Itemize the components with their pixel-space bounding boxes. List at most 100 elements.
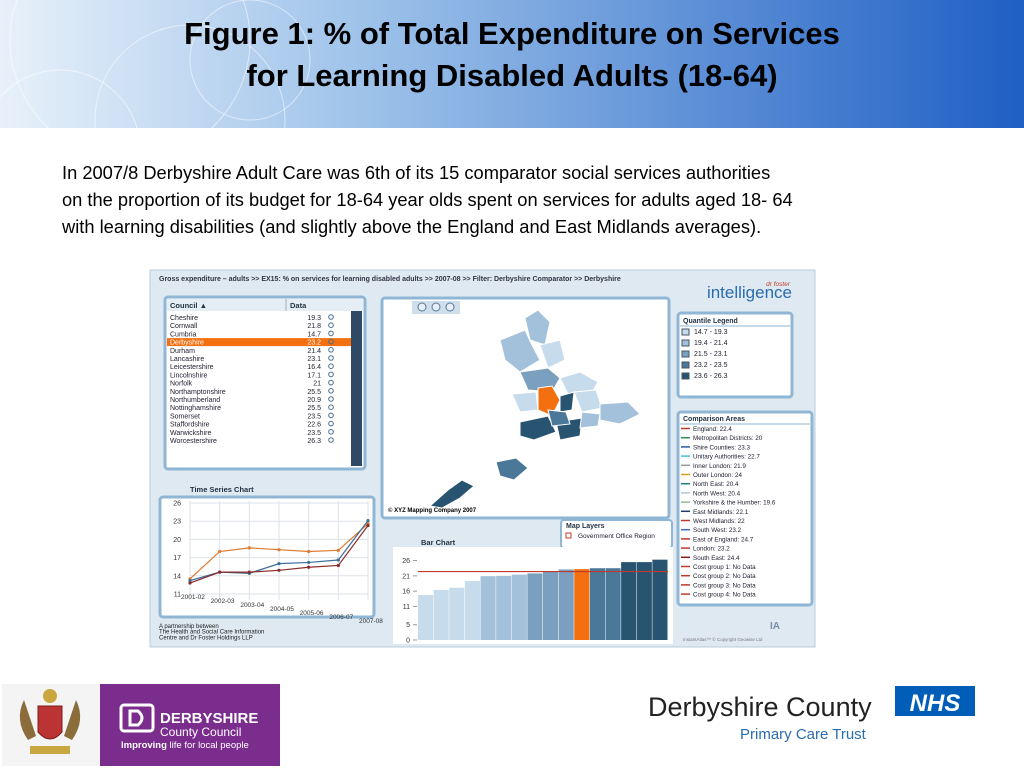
- x-tick-label: 2007-08: [359, 618, 383, 625]
- comparison-label: Yorkshire & the Humber: 19.6: [693, 500, 776, 507]
- x-tick-label: 2006-07: [329, 614, 353, 621]
- comparison-label: Shire Counties: 23.3: [693, 444, 751, 451]
- council-value: 23.2: [307, 340, 321, 347]
- y-tick-label: 23: [173, 519, 181, 526]
- magnifier[interactable]: [328, 371, 334, 378]
- magnifier[interactable]: [328, 412, 334, 419]
- paragraph-line: In 2007/8 Derbyshire Adult Care was 6th …: [62, 162, 770, 183]
- series-point: [277, 562, 281, 566]
- comparison-label: Inner London: 21.9: [693, 463, 746, 470]
- council-value: 26.3: [307, 438, 321, 445]
- comparison-label: South West: 23.2: [693, 527, 742, 534]
- bar: [543, 570, 559, 640]
- magnifier[interactable]: [328, 404, 334, 411]
- magnifier[interactable]: [328, 379, 334, 386]
- comparison-label: East of England: 24.7: [693, 536, 754, 543]
- selected-row: [167, 338, 351, 347]
- magnifier[interactable]: [328, 429, 334, 435]
- bar: [574, 569, 590, 640]
- map-zoom[interactable]: [412, 301, 460, 314]
- series-point: [307, 560, 311, 565]
- x-tick-label: 2004-05: [270, 606, 294, 613]
- council-name: Lancashire: [170, 356, 204, 363]
- y-tick-label: 14: [173, 573, 181, 580]
- comparison-label: Cost group 2: No Data: [693, 573, 756, 580]
- legend-label: 14.7 - 19.3: [694, 329, 728, 336]
- magnifier[interactable]: [328, 355, 334, 361]
- legend-swatch: [681, 328, 690, 336]
- legend-swatch: [681, 361, 690, 369]
- council-value: 16.4: [307, 364, 321, 371]
- y-tick-label: 20: [173, 537, 181, 544]
- council-value: 17.1: [307, 372, 321, 379]
- layer-icon: [565, 532, 572, 539]
- partnership-line: Centre and Dr Foster Holdings LLP: [159, 635, 253, 641]
- legend-label: 23.2 - 23.5: [694, 362, 728, 369]
- comparison-label: Outer London: 24: [693, 472, 743, 479]
- pct-name: Derbyshire County: [648, 692, 872, 722]
- bar: [449, 587, 465, 640]
- title-line: Figure 1: % of Total Expenditure on Serv…: [184, 16, 840, 51]
- series-point: [218, 570, 222, 574]
- chart-title: Time Series Chart: [190, 485, 254, 494]
- series-point: [218, 549, 222, 554]
- council-value: 23.5: [307, 413, 321, 420]
- y-tick-label: 26: [173, 501, 181, 508]
- paragraph-line: with learning disabilities (and slightly…: [61, 216, 761, 237]
- column-header: Data: [290, 301, 307, 310]
- title-line: for Learning Disabled Adults (18-64): [246, 58, 777, 93]
- magnifier[interactable]: [328, 314, 334, 320]
- time-series-panel: [158, 495, 376, 619]
- comparison-label: West Midlands: 22: [693, 518, 745, 525]
- bar: [558, 569, 574, 640]
- council-name: Nottinghamshire: [170, 405, 221, 412]
- council-value: 25.5: [307, 389, 321, 396]
- paragraph-line: on the proportion of its budget for 18-6…: [62, 189, 793, 210]
- comparison-label: England: 22.4: [693, 426, 732, 433]
- series-point: [307, 565, 311, 569]
- bar: [418, 595, 434, 640]
- council-value: 20.9: [307, 397, 321, 404]
- magnifier[interactable]: [328, 338, 334, 345]
- magnifier[interactable]: [328, 437, 334, 443]
- comparison-label: Unitary Authorities: 22.7: [693, 454, 760, 461]
- council-name: Northumberland: [170, 397, 220, 404]
- magnifier[interactable]: [328, 420, 334, 427]
- magnifier[interactable]: [328, 396, 334, 402]
- crest: [19, 689, 81, 754]
- magnifier[interactable]: [328, 347, 334, 353]
- series-point: [336, 563, 340, 568]
- council-value: 14.7: [307, 331, 321, 338]
- legend-title: Quantile Legend: [683, 318, 738, 325]
- slogan-bold: Improving: [121, 740, 167, 751]
- comparison-title: Comparison Areas: [683, 416, 745, 423]
- magnifier[interactable]: [328, 330, 334, 337]
- series-point: [366, 519, 370, 523]
- magnifier[interactable]: [328, 363, 334, 370]
- series-point: [188, 581, 192, 585]
- scrollbar[interactable]: [351, 311, 362, 466]
- council-name: Leicestershire: [170, 364, 214, 371]
- series-point: [336, 558, 340, 562]
- x-tick-label: 2001-02: [181, 594, 205, 601]
- y-tick-label: 11: [174, 591, 181, 598]
- ia-logo-mark: IA: [770, 621, 780, 632]
- nhs-box: [895, 686, 975, 716]
- magnifier[interactable]: [328, 388, 334, 394]
- chart-title: Bar Chart: [421, 538, 456, 547]
- bar: [511, 574, 527, 640]
- partnership-line: A partnership between: [159, 624, 219, 630]
- council-name: Norfolk: [170, 381, 193, 388]
- magnifier[interactable]: [328, 322, 334, 329]
- council-name: Cumbria: [170, 331, 197, 338]
- legend-label: 19.4 - 21.4: [694, 340, 728, 347]
- y-tick-label: 0: [406, 638, 410, 645]
- council-name: Cheshire: [170, 315, 198, 322]
- comparison-label: Cost group 4: No Data: [693, 592, 756, 599]
- bar: [464, 581, 480, 640]
- council-value: 19.3: [307, 315, 321, 322]
- brand-name: intelligence: [707, 283, 792, 302]
- series-point: [277, 548, 281, 552]
- header-decoration: [0, 0, 311, 231]
- y-tick-label: 26: [402, 558, 410, 565]
